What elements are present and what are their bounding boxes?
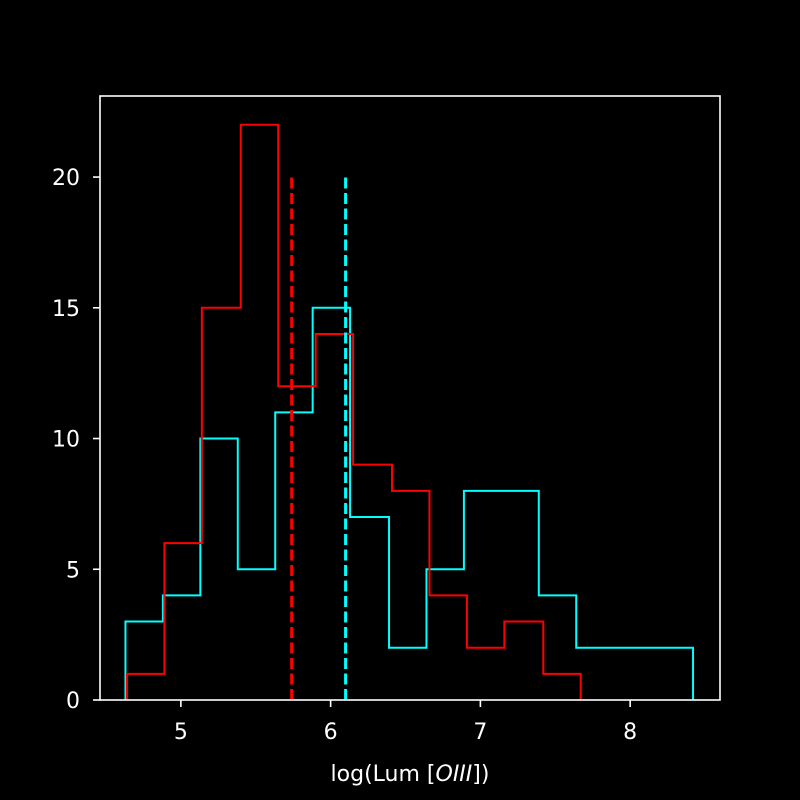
y-tick-label-5: 5	[66, 558, 80, 583]
x-axis-label-italic: OIII	[436, 762, 473, 787]
y-tick-label-20: 20	[52, 166, 80, 191]
y-tick-label-0: 0	[66, 689, 80, 714]
x-tick-label-5: 5	[174, 720, 188, 745]
x-axis-label: log(Lum [OIII])	[331, 762, 490, 787]
x-axis-label-prefix: log(Lum [	[331, 762, 436, 787]
series-layer	[124, 123, 695, 700]
plot-frame	[99, 95, 721, 701]
y-tick-label-15: 15	[52, 297, 80, 322]
x-tick-label-7: 7	[473, 720, 487, 745]
axis-layer: 5 6 7 8 0 5 10 15 20	[52, 166, 637, 745]
histogram-series-2	[125, 123, 582, 700]
x-axis-label-suffix: ])	[472, 762, 489, 787]
x-tick-label-8: 8	[623, 720, 637, 745]
x-tick-label-6: 6	[324, 720, 338, 745]
y-tick-label-10: 10	[52, 428, 80, 453]
histogram-series-1	[124, 306, 695, 700]
